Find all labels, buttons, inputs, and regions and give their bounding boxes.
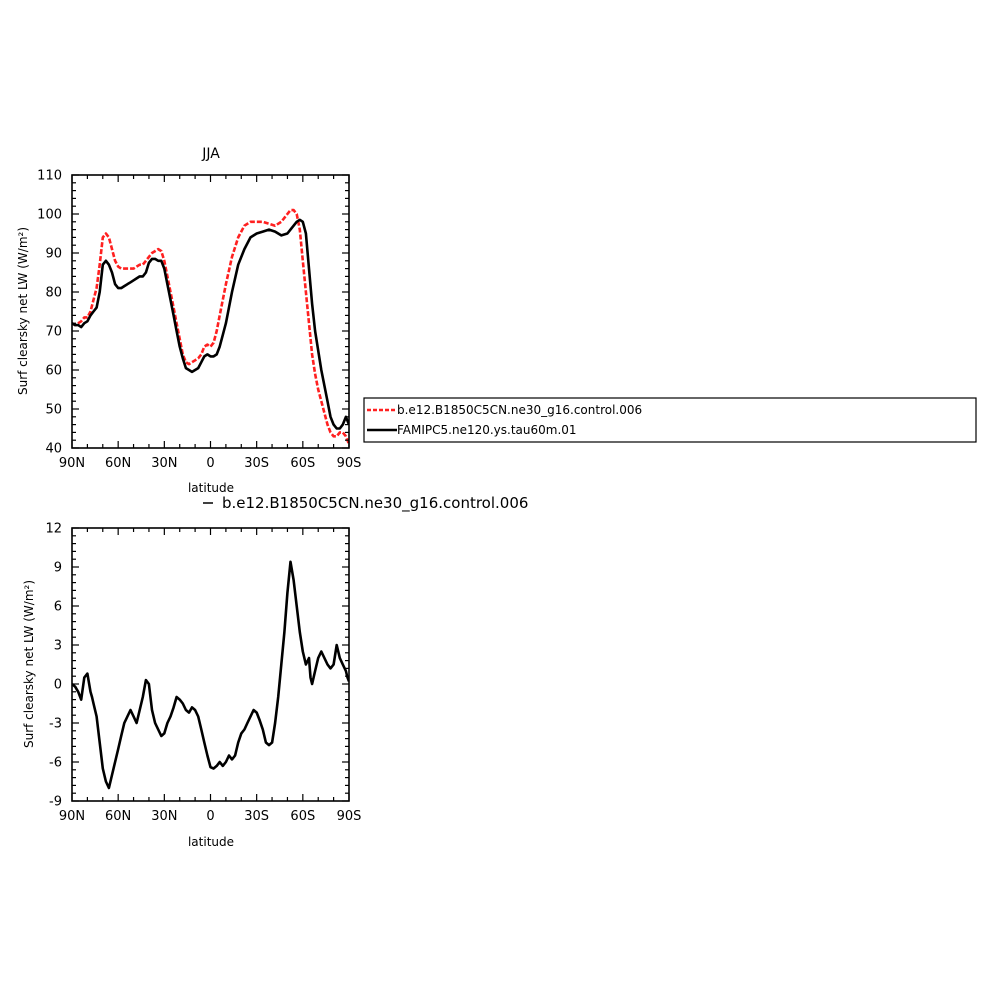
bottom-plot-frame [71, 527, 350, 802]
bottom-panel: b.e12.B1850C5CN.ne30_g16.control.006 -9-… [22, 494, 528, 849]
legend-label-black: FAMIPC5.ne120.ys.tau60m.01 [397, 423, 577, 437]
bottom-x-tick-label: 60S [290, 809, 315, 824]
top-panel-title: JJA [201, 146, 220, 162]
bottom-y-axis-label: Surf clearsky net LW (W/m²) [22, 580, 36, 748]
bottom-y-tick-label: -6 [49, 756, 62, 771]
bottom-x-tick-label: 0 [206, 809, 214, 824]
top-y-axis-label: Surf clearsky net LW (W/m²) [16, 227, 30, 395]
bottom-x-tick-label: 60N [105, 809, 131, 824]
bottom-y-tick-label: 6 [54, 600, 62, 615]
top-x-tick-label: 0 [206, 456, 214, 471]
top-series-line-0 [72, 208, 349, 445]
bottom-x-tick-label: 90N [59, 809, 85, 824]
top-panel: JJA 40 50 60 70 80 90 100 110 90N 60N 30N 0 30S 60S 90… [16, 146, 361, 495]
bottom-plot-area: -9 -6 -3 0 3 6 9 12 90N 60N 30N 0 30S 60S 90S [45, 522, 361, 825]
bottom-y-tick-label: -3 [49, 717, 62, 732]
top-y-tick-label: 60 [45, 364, 62, 379]
bottom-x-tick-label: 30S [244, 809, 269, 824]
top-legend-frame [363, 397, 977, 443]
top-series-line-1 [72, 218, 349, 430]
top-x-tick-label: 30N [151, 456, 177, 471]
legend-label-red: b.e12.B1850C5CN.ne30_g16.control.006 [397, 403, 642, 417]
bottom-x-tick-label: 90S [337, 809, 362, 824]
bottom-y-tick-label: 3 [54, 639, 62, 654]
bottom-y-tick-label: 9 [54, 561, 62, 576]
top-y-tick-label: 40 [45, 442, 62, 457]
top-x-tick-label: 60S [290, 456, 315, 471]
top-plot-area: 40 50 60 70 80 90 100 110 90N 60N 30N 0 30S 60S 90S [37, 169, 361, 472]
top-y-tick-label: 70 [45, 325, 62, 340]
bottom-y-tick-label: 12 [45, 522, 62, 537]
bottom-y-tick-label: -9 [49, 795, 62, 810]
top-x-axis-label: latitude [188, 481, 234, 495]
top-x-tick-label: 60N [105, 456, 131, 471]
bottom-series-line-0 [72, 560, 349, 790]
top-y-tick-label: 50 [45, 403, 62, 418]
bottom-x-tick-label: 30N [151, 809, 177, 824]
top-y-tick-label: 110 [37, 169, 62, 184]
top-x-tick-label: 90N [59, 456, 85, 471]
top-x-tick-label: 90S [337, 456, 362, 471]
top-y-tick-label: 100 [37, 208, 62, 223]
top-legend: b.e12.B1850C5CN.ne30_g16.control.006 FAM… [363, 397, 977, 443]
bottom-x-axis-label: latitude [188, 835, 234, 849]
bottom-legend-label: b.e12.B1850C5CN.ne30_g16.control.006 [222, 494, 528, 513]
top-x-tick-label: 30S [244, 456, 269, 471]
top-y-tick-label: 90 [45, 247, 62, 262]
top-y-tick-label: 80 [45, 286, 62, 301]
bottom-y-tick-label: 0 [54, 678, 62, 693]
